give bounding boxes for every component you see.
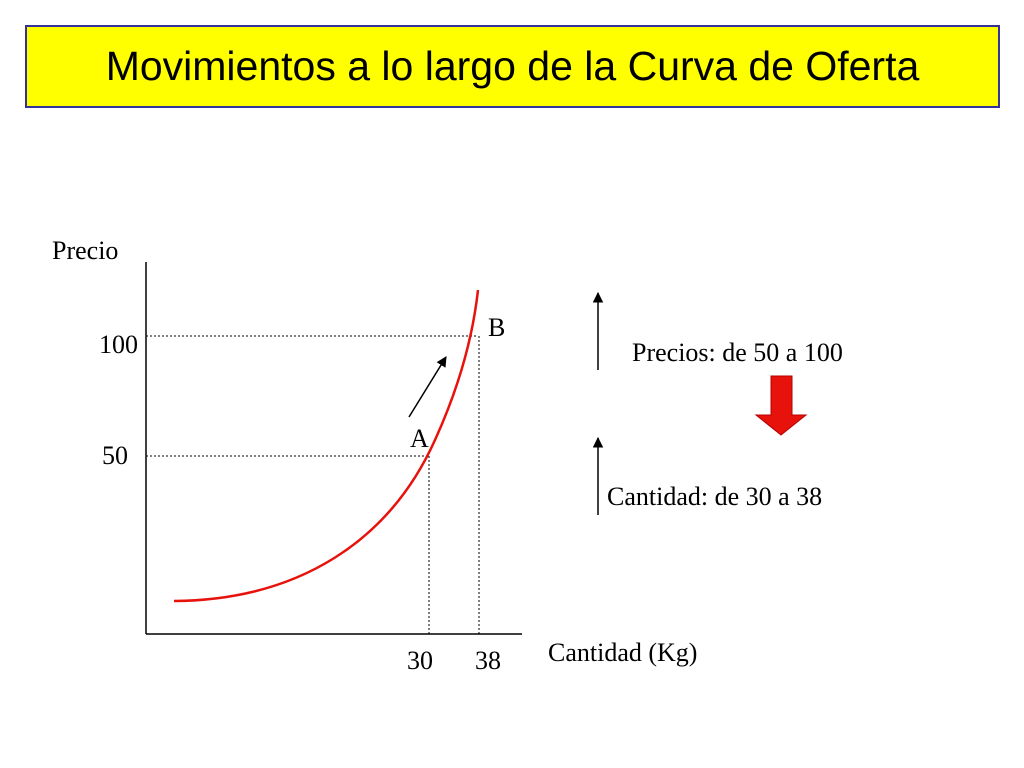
x-axis-label: Cantidad (Kg) xyxy=(548,638,697,667)
x-tick-38: 38 xyxy=(475,646,501,675)
supply-curve xyxy=(173,289,480,603)
y-tick-50: 50 xyxy=(102,441,128,470)
slide-title: Movimientos a lo largo de la Curva de Of… xyxy=(105,43,920,89)
x-tick-30: 30 xyxy=(407,646,433,675)
point-b-label: B xyxy=(488,313,505,342)
movement-arrow xyxy=(408,356,447,418)
y-axis-label: Precio xyxy=(52,236,118,265)
quantity-change-text: Cantidad: de 30 a 38 xyxy=(607,482,822,511)
y-tick-100: 100 xyxy=(99,330,138,359)
point-a-label: A xyxy=(410,424,429,453)
prices-change-text: Precios: de 50 a 100 xyxy=(632,338,843,367)
title-box: Movimientos a lo largo de la Curva de Of… xyxy=(25,25,1000,108)
red-down-arrow xyxy=(754,375,808,436)
